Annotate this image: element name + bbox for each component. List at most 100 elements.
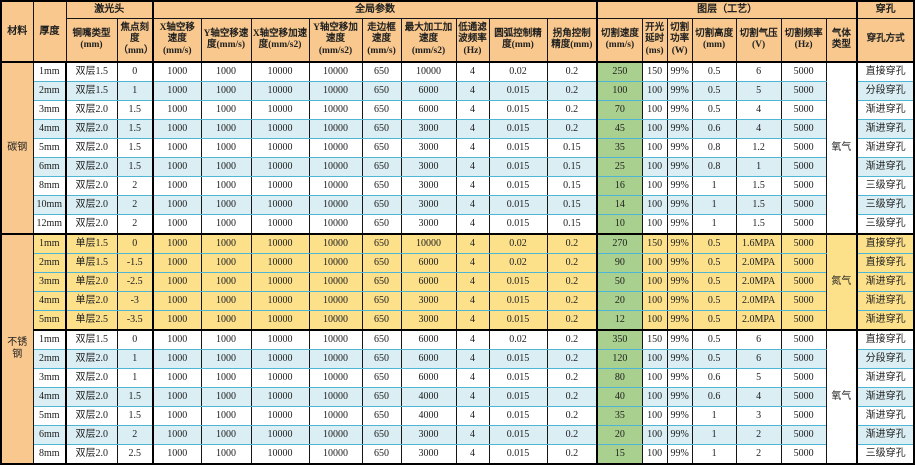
cell-y-idle-acc: 10000: [308, 444, 363, 465]
cell-laser-on-delay: 100: [641, 119, 668, 139]
cell-focus-scale: 1.5: [116, 387, 154, 407]
cell-nozzle-type: 双层2.0: [65, 444, 118, 465]
cell-cut-height: 1: [691, 406, 737, 426]
cell-cut-height: 0.5: [691, 81, 737, 101]
cell-cut-power: 99%: [666, 406, 693, 426]
cell-y-idle-speed: 1000: [200, 291, 252, 311]
cell-y-idle-speed: 1000: [200, 444, 252, 465]
cell-cut-speed: 80: [596, 368, 643, 388]
cell-x-idle-acc: 10000: [250, 425, 310, 445]
cell-pierce-mode: 分段穿孔: [856, 81, 915, 101]
cell-max-work-acc: 3000: [400, 310, 457, 331]
cell-y-idle-speed: 1000: [200, 61, 252, 82]
cell-cut-height: 1: [691, 214, 737, 235]
cell-cut-height: 0.5: [691, 61, 737, 82]
cell-corner-precision: 0.2: [546, 425, 598, 445]
cell-focus-scale: 2: [116, 195, 154, 215]
cell-corner-precision: 0.2: [546, 349, 598, 369]
cell-x-idle-speed: 1000: [152, 233, 202, 254]
cell-lowpass-freq: 4: [455, 406, 490, 426]
table-row: 4mm 双层2.0 1.5 1000 1000 10000 10000 650 4000 4 0.0…: [1, 387, 915, 407]
cell-nozzle-type: 双层2.0: [65, 214, 118, 235]
cell-cut-height: 0.5: [691, 291, 737, 311]
cell-focus-scale: 2.5: [116, 444, 154, 465]
cell-lowpass-freq: 4: [455, 100, 490, 120]
cell-nozzle-type: 双层2.0: [65, 349, 118, 369]
col-header-x-idle-acc: X轴空移加速度(mm/s2): [250, 18, 310, 63]
cell-x-idle-speed: 1000: [152, 425, 202, 445]
cell-max-work-acc: 6000: [400, 81, 457, 101]
cell-thickness: 12mm: [32, 214, 67, 235]
cell-cut-power: 99%: [666, 310, 693, 331]
cell-thickness: 1mm: [32, 233, 67, 254]
table-row: 10mm 双层2.0 2 1000 1000 10000 10000 650 3000 4 0.01…: [1, 195, 915, 215]
cell-pierce-mode: 三级穿孔: [856, 195, 915, 215]
cell-cut-freq: 5000: [780, 214, 827, 235]
cell-cut-power: 99%: [666, 195, 693, 215]
cell-focus-scale: 1.5: [116, 100, 154, 120]
cell-arc-precision: 0.015: [488, 138, 548, 158]
cell-y-idle-acc: 10000: [308, 425, 363, 445]
cell-thickness: 6mm: [32, 157, 67, 177]
cell-cut-power: 99%: [666, 329, 693, 350]
col-header-gas-type: 气体类型: [825, 18, 858, 63]
group-header-pierce: 穿孔: [856, 0, 915, 19]
cell-x-idle-speed: 1000: [152, 253, 202, 273]
cell-arc-precision: 0.015: [488, 368, 548, 388]
header-sub-row: 铜嘴类型(mm) 焦点刻度（mm） X轴空移速度(mm/s) Y轴空移速度(mm…: [1, 18, 915, 63]
cell-cut-freq: 5000: [780, 272, 827, 292]
cell-focus-scale: 1.5: [116, 157, 154, 177]
cell-laser-on-delay: 100: [641, 368, 668, 388]
cell-thickness: 3mm: [32, 100, 67, 120]
cell-arc-precision: 0.015: [488, 195, 548, 215]
cell-cut-power: 99%: [666, 291, 693, 311]
cell-corner-precision: 0.2: [546, 387, 598, 407]
cell-cut-power: 99%: [666, 214, 693, 235]
cell-laser-on-delay: 100: [641, 81, 668, 101]
cell-pierce-mode: 渐进穿孔: [856, 138, 915, 158]
cell-cut-speed: 16: [596, 176, 643, 196]
cell-focus-scale: 1.5: [116, 406, 154, 426]
table-row: 1mm 双层1.5 0 1000 1000 10000 10000 650 6000 4 0.02 0…: [1, 329, 915, 465]
cell-lowpass-freq: 4: [455, 119, 490, 139]
cell-frame-speed: 650: [361, 368, 402, 388]
cell-cut-height: 0.5: [691, 253, 737, 273]
cell-cut-pressure: 1.5: [735, 214, 782, 235]
cell-corner-precision: 0.15: [546, 157, 598, 177]
cell-x-idle-speed: 1000: [152, 444, 202, 465]
cell-corner-precision: 0.15: [546, 176, 598, 196]
cell-x-idle-speed: 1000: [152, 100, 202, 120]
cell-gas-type: 氧气: [825, 61, 858, 235]
cell-corner-precision: 0.2: [546, 61, 598, 82]
cell-frame-speed: 650: [361, 233, 402, 254]
cell-nozzle-type: 双层2.0: [65, 195, 118, 215]
cell-x-idle-acc: 10000: [250, 253, 310, 273]
cell-cut-height: 1: [691, 425, 737, 445]
cell-nozzle-type: 双层2.0: [65, 119, 118, 139]
cell-y-idle-acc: 10000: [308, 176, 363, 196]
cell-max-work-acc: 6000: [400, 368, 457, 388]
cell-thickness: 8mm: [32, 444, 67, 465]
cell-thickness: 3mm: [32, 368, 67, 388]
cell-nozzle-type: 单层2.5: [65, 310, 118, 331]
cell-laser-on-delay: 150: [641, 61, 668, 82]
table-row: 3mm 双层2.0 1 1000 1000 10000 10000 650 6000 4 0.015…: [1, 368, 915, 388]
cell-corner-precision: 0.2: [546, 329, 598, 350]
cell-y-idle-acc: 10000: [308, 349, 363, 369]
cell-cut-height: 0.6: [691, 368, 737, 388]
cell-x-idle-acc: 10000: [250, 387, 310, 407]
cell-pierce-mode: 渐进穿孔: [856, 425, 915, 445]
cell-x-idle-acc: 10000: [250, 214, 310, 235]
cell-y-idle-speed: 1000: [200, 176, 252, 196]
cell-cut-freq: 5000: [780, 157, 827, 177]
col-header-focus-scale: 焦点刻度（mm）: [116, 18, 154, 63]
cell-arc-precision: 0.02: [488, 61, 548, 82]
cell-laser-on-delay: 150: [641, 233, 668, 254]
cell-max-work-acc: 3000: [400, 425, 457, 445]
cell-corner-precision: 0.15: [546, 195, 598, 215]
cell-cut-freq: 5000: [780, 310, 827, 331]
cell-lowpass-freq: 4: [455, 233, 490, 254]
cell-cut-speed: 70: [596, 100, 643, 120]
cell-nozzle-type: 双层2.0: [65, 157, 118, 177]
